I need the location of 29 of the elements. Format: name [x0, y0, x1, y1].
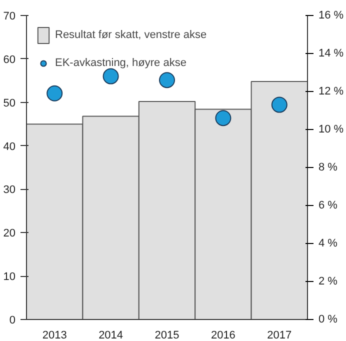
point	[102, 68, 119, 84]
x-tick-label: 2014	[98, 330, 124, 341]
point	[271, 96, 288, 113]
x-tick-label: 2017	[267, 330, 292, 341]
legend-label: EK-avkastning, høyre akse	[55, 57, 186, 69]
point	[159, 72, 175, 88]
y-tick-label: 60	[3, 54, 16, 66]
y-tick-label: 30	[3, 184, 16, 196]
y-tick-label: 20	[3, 228, 16, 240]
y2-tick-label: 6 %	[318, 200, 338, 212]
x-tick-label: 2013	[42, 330, 67, 341]
y-tick-label: 50	[3, 97, 16, 110]
y2-tick-label: 16 %	[318, 10, 344, 22]
point	[46, 85, 63, 102]
point	[215, 110, 232, 126]
y2-tick-label: 4 %	[318, 238, 338, 250]
y2-tick-label: 0 %	[318, 314, 338, 326]
y2-tick-label: 12 %	[318, 86, 344, 98]
y2-tick-label: 14 %	[318, 48, 344, 60]
y2-tick-label: 8 %	[318, 162, 338, 174]
x-tick-label: 2015	[154, 330, 180, 341]
y-tick-label: 0	[9, 314, 16, 326]
y-tick-label: 40	[3, 140, 16, 153]
x-tick-label: 2016	[210, 330, 236, 341]
y2-tick-label: 10 %	[318, 124, 344, 136]
y2-tick-label: 2 %	[318, 276, 338, 288]
legend-label: Resultat før skatt, venstre akse	[55, 29, 207, 41]
y-tick-label: 10	[3, 271, 16, 284]
y-tick-label: 70	[3, 10, 16, 22]
